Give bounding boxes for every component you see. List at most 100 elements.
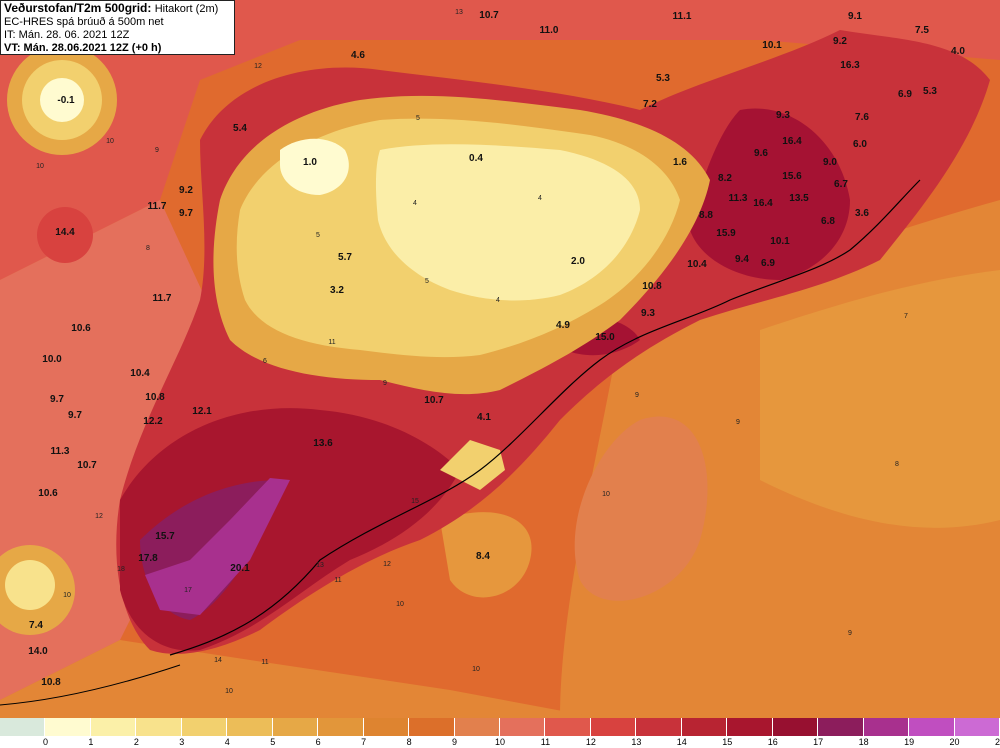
contour-value-label: 10 — [63, 592, 71, 599]
temperature-value-label: 7.6 — [855, 112, 869, 123]
colorbar-cell — [590, 718, 637, 736]
cold-spot-core — [40, 78, 84, 122]
temperature-value-label: 16.3 — [840, 60, 860, 71]
ocean-warm-patch — [574, 416, 708, 601]
contour-value-label: 13 — [316, 562, 324, 569]
temperature-value-label: 8.4 — [476, 551, 490, 562]
temperature-value-label: 6.7 — [834, 179, 848, 190]
colorbar-cell — [636, 718, 682, 736]
init-time: IT: Mán. 28. 06. 2021 12Z — [4, 29, 130, 41]
contour-value-label: 12 — [383, 561, 391, 568]
colorbar-cell — [454, 718, 500, 736]
temperature-value-label: 10.8 — [41, 677, 61, 688]
temperature-value-label: 9.2 — [179, 185, 193, 196]
temperature-map: -0.1 10.7 11.0 11.1 9.1 7.5 9.2 4.0 10.1 4.6 16.3 5… — [0, 0, 1000, 718]
temperature-value-label: 9.3 — [641, 308, 655, 319]
contour-value-label: 4 — [538, 195, 542, 202]
contour-value-label: 9 — [848, 630, 852, 637]
temperature-value-label: 15.6 — [782, 171, 802, 182]
colorbar-cell — [681, 718, 728, 736]
colorbar-cell — [409, 718, 455, 736]
contour-value-label: 8 — [895, 461, 899, 468]
contour-value-label: 15 — [411, 498, 419, 505]
temperature-value-label: 15.7 — [155, 531, 175, 542]
warm-spot — [37, 207, 93, 263]
colorbar-cell — [818, 718, 864, 736]
temperature-value-label: 9.3 — [776, 110, 790, 121]
coastline — [169, 179, 921, 656]
temperature-value-label: 17.8 — [138, 553, 158, 564]
contour-value-label: 9 — [155, 147, 159, 154]
info-box: Veðurstofan/T2m 500grid: Hitakort (2m) E… — [0, 0, 235, 55]
glacier-zone — [375, 144, 640, 301]
colorbar-cell — [227, 718, 273, 736]
title-sub: Hitakort (2m) — [154, 3, 219, 15]
temperature-value-label: 13.5 — [789, 193, 809, 204]
temperature-value-label: 10.6 — [71, 323, 91, 334]
colorbar-cell — [954, 718, 1000, 736]
colorbar-tick-label: 19 — [904, 737, 915, 747]
colorbar-tick-label: 0 — [42, 737, 48, 747]
contour-value-label: 11 — [261, 659, 268, 666]
temperature-value-label: 5.4 — [233, 123, 247, 134]
contour-value-label: 10 — [602, 491, 610, 498]
temperature-value-label: 12.2 — [143, 416, 163, 427]
temperature-value-label: 9.6 — [754, 148, 768, 159]
colorbar-cell — [0, 718, 46, 736]
colorbar-tick-label: 21 — [994, 737, 1000, 747]
temperature-value-label: 10.8 — [642, 281, 662, 292]
temperature-value-label: 6.9 — [898, 89, 912, 100]
colorbar-cell — [545, 718, 591, 736]
colorbar-tick-label: 9 — [452, 737, 458, 747]
colorbar-tick-label: 10 — [494, 737, 506, 747]
temperature-value-label: 15.0 — [595, 332, 615, 343]
temperature-value-label: 7.5 — [915, 25, 929, 36]
colorbar-tick-label: 7 — [361, 737, 367, 747]
colorbar-tick-label: 8 — [406, 737, 412, 747]
colorbar-ticks: 0123456789101112131415161718192021 — [0, 737, 1000, 748]
temperature-value-label: 4.1 — [477, 412, 491, 423]
colorbar-tick-label: 14 — [676, 737, 687, 747]
temperature-value-label: 11.7 — [153, 293, 172, 304]
colorbar-tick-label: 5 — [270, 737, 276, 747]
temperature-value-label: -0.1 — [57, 95, 75, 106]
temperature-value-label: 6.8 — [821, 216, 835, 227]
contour-value-label: 5 — [316, 232, 320, 239]
colorbar-cell — [863, 718, 910, 736]
colorbar-cell — [318, 718, 364, 736]
colorbar-tick-label: 6 — [315, 737, 321, 747]
colorbar-tick-label: 2 — [133, 737, 139, 747]
temperature-value-label: 10.7 — [479, 10, 499, 21]
temperature-value-label: 15.9 — [716, 228, 736, 239]
temperature-value-label: 7.4 — [29, 620, 43, 631]
colorbar-tick-label: 13 — [631, 737, 642, 747]
contour-value-label: 10 — [106, 138, 114, 145]
colorbar-cell — [272, 718, 319, 736]
contour-value-label: 10 — [36, 163, 44, 170]
colorbar-tick-label: 20 — [949, 737, 960, 747]
colorbar-cell — [181, 718, 228, 736]
contour-value-label: 17 — [184, 587, 192, 594]
contour-value-label: 10 — [396, 601, 404, 608]
temperature-value-label: 10.7 — [424, 395, 444, 406]
temperature-value-label: 20.1 — [230, 563, 250, 574]
ocean-cool-band — [760, 270, 1000, 528]
contour-value-label: 8 — [146, 245, 150, 252]
contour-value-label: 10 — [225, 688, 233, 695]
temperature-value-label: 1.0 — [303, 157, 317, 168]
temperature-value-label: 9.7 — [179, 208, 193, 219]
colorbar-cell — [772, 718, 819, 736]
temperature-value-label: 16.4 — [753, 198, 773, 209]
temperature-value-label: 9.2 — [833, 36, 847, 47]
colorbar-tick-label: 18 — [858, 737, 869, 747]
colorbar-cell — [909, 718, 955, 736]
temperature-value-label: 14.4 — [55, 227, 75, 238]
colorbar-cell — [136, 718, 182, 736]
temperature-value-label: 10.8 — [145, 392, 165, 403]
contour-value-label: 9 — [736, 419, 740, 426]
colorbar-tick-label: 16 — [767, 737, 778, 747]
title-bold: Veðurstofan/T2m 500grid: — [4, 1, 152, 15]
colorbar-cell — [90, 718, 137, 736]
colorbar-tick-label: 12 — [585, 737, 596, 747]
colorbar-tick-label: 4 — [224, 737, 230, 747]
